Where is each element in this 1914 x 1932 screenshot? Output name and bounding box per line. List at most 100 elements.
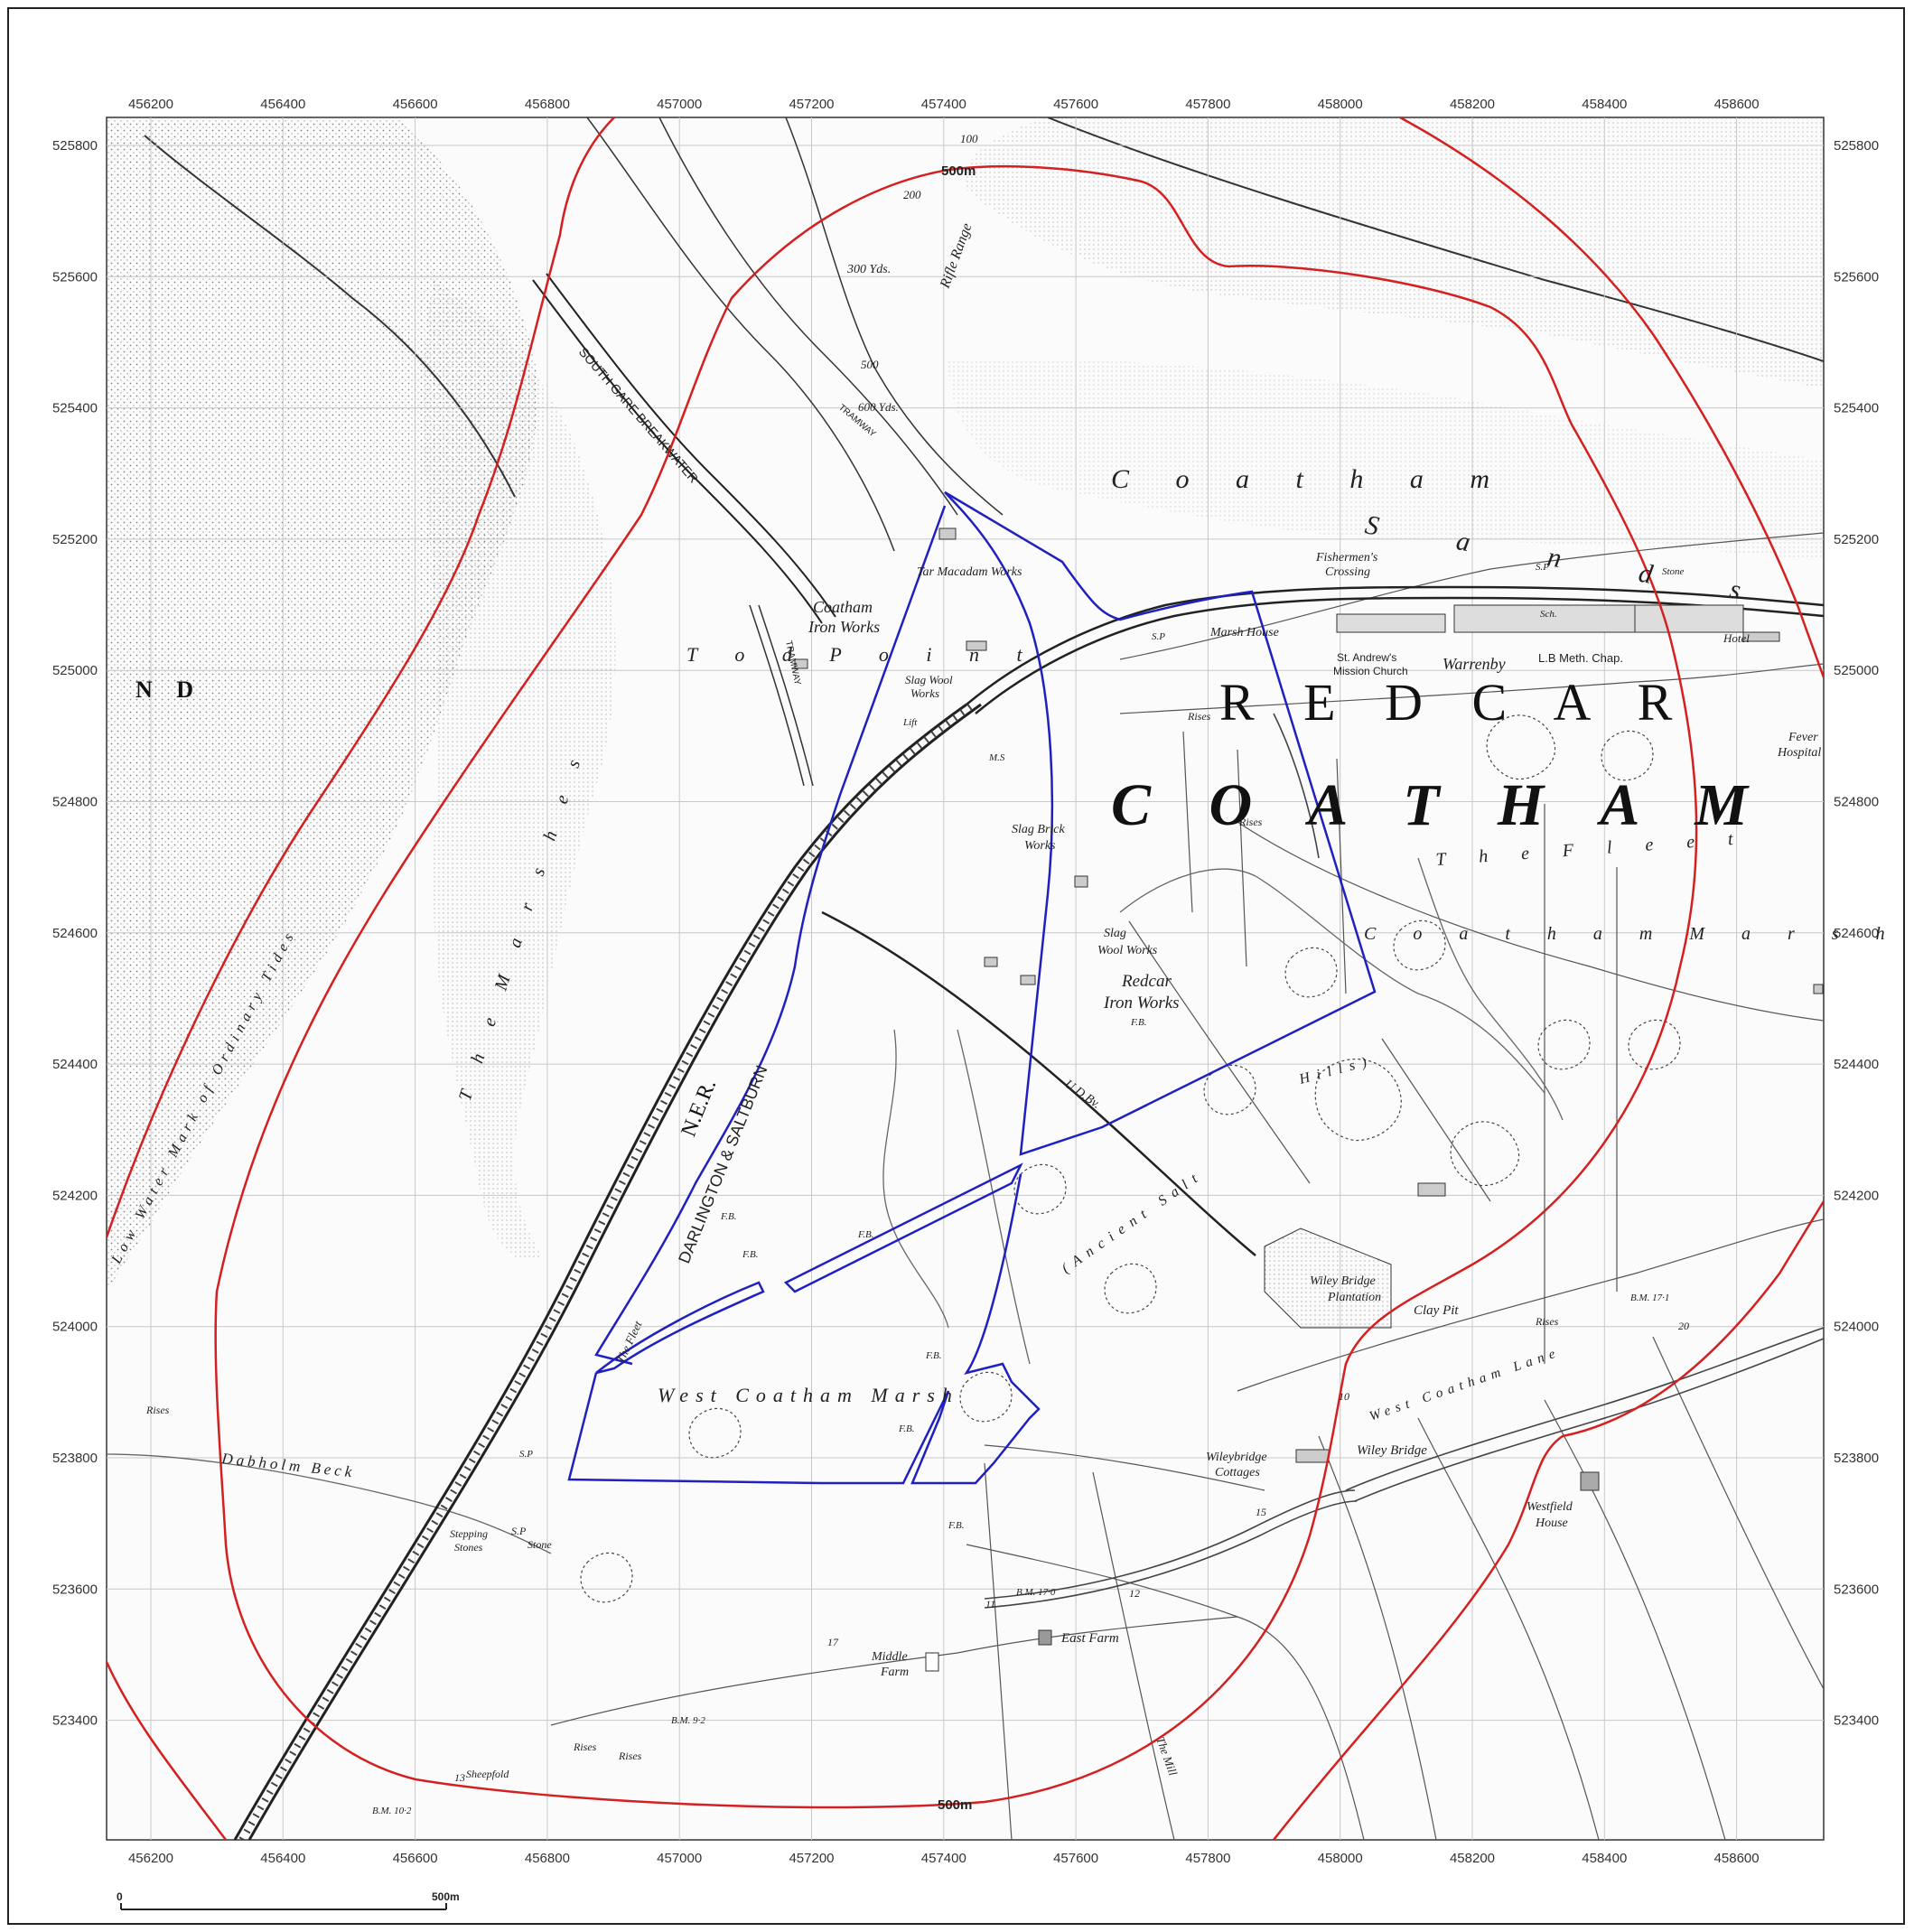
- high-water-line: [1047, 117, 1824, 362]
- y-tick-label: 525800: [1834, 138, 1879, 154]
- label-sheepfold: Sheepfold: [466, 1768, 509, 1780]
- y-tick-label: 525000: [52, 663, 98, 678]
- label-num-17: 17: [827, 1636, 839, 1648]
- historic-map: 456200 456400 456600 456800 457000 457200 4574…: [52, 97, 1885, 1910]
- x-tick-label: 456200: [128, 1851, 173, 1866]
- map-frame: 456200 456400 456600 456800 457000 457200 4574…: [7, 7, 1905, 1925]
- label-west-coatham-marsh: West Coatham Marsh: [658, 1384, 959, 1406]
- x-tick-label: 458000: [1318, 1851, 1363, 1866]
- red-line-west: [107, 117, 615, 1238]
- label-middle-farm-2: Farm: [880, 1666, 909, 1679]
- label-slag-wool-works: Slag Wool: [905, 673, 953, 686]
- red-line-se: [1273, 1200, 1824, 1840]
- label-bm-17-0: B.M. 17·0: [1016, 1587, 1056, 1598]
- label-sp-3: S.P: [519, 1449, 533, 1460]
- label-sp-1: S.P: [1152, 631, 1165, 642]
- label-clay-pit: Clay Pit: [1414, 1303, 1459, 1318]
- x-tick-label: 456400: [260, 97, 305, 112]
- y-tick-label: 525600: [1834, 269, 1879, 285]
- y-tick-label: 525200: [52, 532, 98, 547]
- y-tick-label: 525400: [1834, 401, 1879, 416]
- x-tick-label: 457600: [1053, 97, 1098, 112]
- label-slag-brick-works: Slag Brick: [1012, 823, 1065, 836]
- roads: [984, 713, 1824, 1609]
- y-tick-label: 524800: [1834, 795, 1879, 810]
- streams: [107, 857, 1564, 1554]
- x-tick-label: 457000: [657, 1851, 702, 1866]
- x-tick-label: 458600: [1714, 1851, 1760, 1866]
- label-meth-chap: L.B Meth. Chap.: [1538, 651, 1623, 665]
- y-tick-label: 524400: [1834, 1057, 1879, 1072]
- x-tick-label: 457200: [789, 97, 834, 112]
- x-tick-label: 456600: [393, 97, 438, 112]
- x-tick-label: 457400: [921, 1851, 966, 1866]
- label-rises-2: Rises: [1238, 816, 1263, 828]
- label-coatham: C O A T H A M: [1111, 772, 1769, 838]
- label-east-farm: East Farm: [1060, 1631, 1119, 1646]
- x-axis-top: 456200 456400 456600 456800 457000 457200 4574…: [128, 97, 1760, 112]
- label-200: 200: [903, 188, 921, 201]
- site-boundary-north: [594, 490, 1377, 1366]
- buffer-label-top: 500m: [941, 163, 976, 179]
- label-sp-2: S.P: [1536, 562, 1549, 573]
- label-nd: N D: [135, 677, 202, 703]
- label-bm-9-2: B.M. 9·2: [671, 1715, 705, 1726]
- label-lift: Lift: [902, 717, 918, 728]
- label-st-andrews: St. Andrew's: [1337, 651, 1396, 664]
- label-500: 500: [861, 358, 879, 371]
- y-axis-left: 525800 525600 525400 525200 525000 524800 5246…: [52, 138, 98, 1729]
- label-fever-hospital: Fever: [1788, 731, 1818, 744]
- y-tick-label: 523400: [1834, 1713, 1879, 1729]
- y-tick-label: 525200: [1834, 532, 1879, 547]
- label-fishermens: Fishermen's: [1315, 551, 1378, 565]
- x-tick-label: 456600: [393, 1851, 438, 1866]
- label-stepping-stones-2: Stones: [454, 1541, 483, 1554]
- wiley-bridge-plantation: [1264, 1227, 1392, 1329]
- x-tick-label: 458400: [1582, 1851, 1627, 1866]
- x-tick-label: 456200: [128, 97, 173, 112]
- label-slag-wool-works-b-2: Wool Works: [1097, 944, 1158, 957]
- label-600yds: 600 Yds.: [858, 400, 899, 414]
- label-wiley-bridge-plantation-2: Plantation: [1327, 1291, 1381, 1304]
- label-wileybridge-cottages: Wileybridge: [1206, 1451, 1267, 1464]
- label-fishermens-2: Crossing: [1325, 565, 1370, 579]
- y-tick-label: 525400: [52, 401, 98, 416]
- label-rises-1: Rises: [1187, 710, 1211, 723]
- label-300yds: 300 Yds.: [846, 263, 891, 276]
- label-num-10: 10: [1339, 1390, 1349, 1403]
- label-stepping-stones: Stepping: [450, 1527, 488, 1540]
- x-tick-label: 456400: [260, 1851, 305, 1866]
- label-rises-3: Rises: [1535, 1315, 1559, 1328]
- marshes-stipple: [423, 280, 616, 1261]
- scale-end-label: 500m: [432, 1890, 460, 1903]
- y-axis-right: 525800 525600 525400 525200 525000 524800 5246…: [1834, 138, 1879, 1729]
- x-tick-label: 458600: [1714, 97, 1760, 112]
- label-st-andrews-2: Mission Church: [1333, 665, 1408, 677]
- label-bm-17-1: B.M. 17·1: [1630, 1293, 1669, 1303]
- x-tick-label: 457000: [657, 97, 702, 112]
- y-tick-label: 523800: [52, 1451, 98, 1466]
- label-sp-stone-2: Stone: [528, 1538, 552, 1551]
- label-redcar-iron-works-2: Iron Works: [1103, 994, 1180, 1013]
- label-middle-farm: Middle: [871, 1650, 908, 1664]
- label-fb-6: F.B.: [948, 1520, 965, 1531]
- x-tick-label: 458400: [1582, 97, 1627, 112]
- y-tick-label: 523600: [1834, 1582, 1879, 1597]
- south-gare-breakwater: [532, 273, 836, 624]
- y-tick-label: 525000: [1834, 663, 1879, 678]
- scale-bar: 0 500m: [117, 1890, 460, 1910]
- buffer-500m-line: [214, 164, 1698, 1809]
- label-hotel: Hotel: [1723, 631, 1750, 645]
- y-tick-label: 523600: [52, 1582, 98, 1597]
- label-slag-wool-works-b: Slag: [1104, 927, 1126, 940]
- label-slag-wool-works-2: Works: [910, 686, 939, 700]
- x-tick-label: 457200: [789, 1851, 834, 1866]
- label-num-13: 13: [454, 1771, 465, 1784]
- salt-hill-mounds: [580, 714, 1681, 1603]
- works-buildings: [794, 527, 1824, 1672]
- y-tick-label: 524600: [1834, 926, 1879, 941]
- grid-lines: [107, 117, 1824, 1840]
- y-tick-label: 523800: [1834, 1451, 1879, 1466]
- x-tick-label: 457800: [1185, 97, 1230, 112]
- label-rises-5: Rises: [573, 1741, 597, 1753]
